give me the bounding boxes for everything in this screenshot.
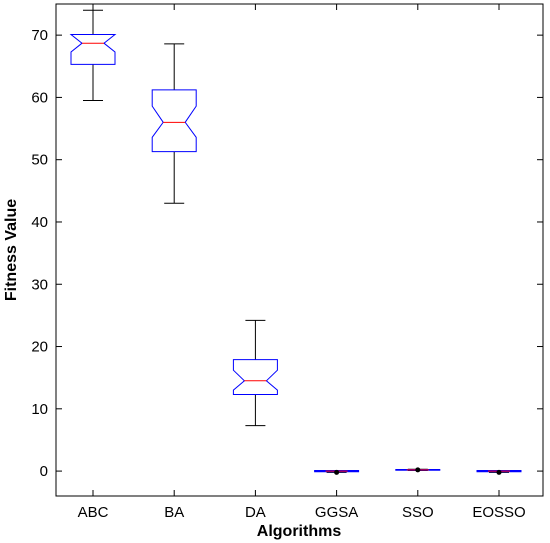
x-tick-label: ABC [78,504,109,521]
y-axis-title: Fitness Value [3,199,20,301]
y-tick-label: 20 [31,339,48,356]
x-tick-label: BA [164,504,184,521]
box-ba [151,43,197,204]
x-tick-label: EOSSO [472,504,525,521]
box-abc [69,9,117,102]
y-tick-label: 40 [31,214,48,231]
box-eosso [476,469,522,475]
box-body [314,470,360,473]
box-da [232,319,278,427]
box-body [151,89,197,153]
ticks-layer: 0 10 20 30 40 50 60 70 ABC BA DA GGSA SSO EOSSO [31,4,543,521]
box-body [69,34,117,65]
y-tick-label: 60 [31,89,48,106]
y-tick-label: 0 [40,463,48,480]
y-tick-label: 10 [31,401,48,418]
y-tick-label: 30 [31,276,48,293]
x-axis-title: Algorithms [257,523,342,540]
x-tick-label: GGSA [315,504,358,521]
box-ggsa [314,469,360,475]
outlier-point [334,469,340,475]
outlier-point [415,467,421,473]
x-tick-label: DA [245,504,266,521]
box-sso [395,467,441,473]
y-tick-label: 50 [31,152,48,169]
x-tick-label: SSO [402,504,434,521]
plot-frame [55,3,544,497]
box-body [476,470,522,473]
y-tick-label: 70 [31,27,48,44]
outlier-point [496,469,502,475]
box-body [395,469,441,471]
boxes-layer [69,9,522,475]
box-body [232,359,278,395]
